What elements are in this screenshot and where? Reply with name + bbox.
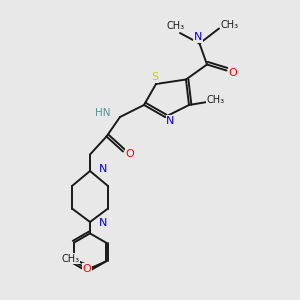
Text: O: O [125, 149, 134, 159]
Text: N: N [166, 116, 175, 126]
Text: CH₃: CH₃ [220, 20, 238, 30]
Text: CH₃: CH₃ [206, 95, 224, 105]
Text: HN: HN [95, 108, 110, 118]
Text: N: N [194, 32, 202, 43]
Text: N: N [98, 164, 107, 175]
Text: N: N [98, 218, 107, 229]
Text: CH₃: CH₃ [167, 21, 184, 32]
Text: O: O [82, 264, 91, 274]
Text: O: O [229, 68, 238, 79]
Text: CH₃: CH₃ [61, 254, 80, 264]
Text: S: S [151, 72, 158, 82]
